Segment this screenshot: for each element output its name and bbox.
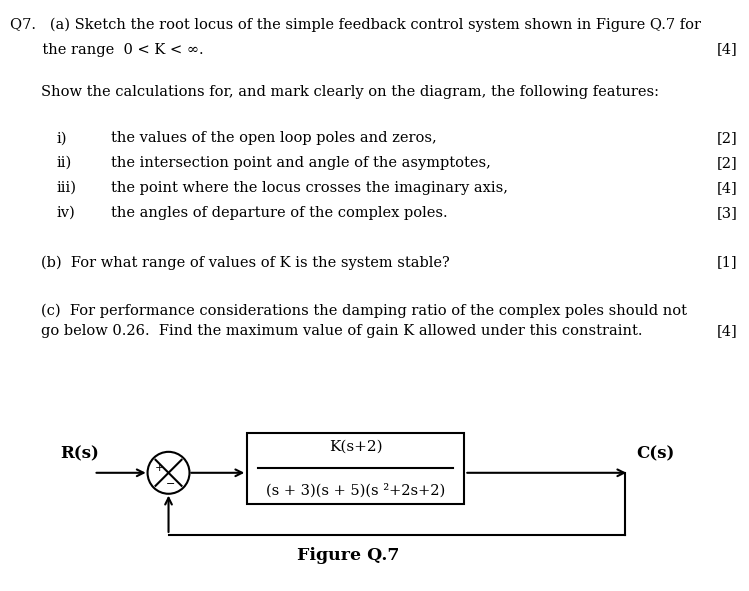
Text: +: + bbox=[154, 463, 164, 473]
Text: go below 0.26.  Find the maximum value of gain K allowed under this constraint.: go below 0.26. Find the maximum value of… bbox=[41, 324, 643, 338]
FancyBboxPatch shape bbox=[247, 433, 464, 504]
Text: the angles of departure of the complex poles.: the angles of departure of the complex p… bbox=[111, 206, 447, 220]
Text: [2]: [2] bbox=[717, 131, 738, 145]
Text: (s + 3)(s + 5)(s ²+2s+2): (s + 3)(s + 5)(s ²+2s+2) bbox=[266, 483, 446, 497]
Text: C(s): C(s) bbox=[637, 445, 675, 462]
Text: the intersection point and angle of the asymptotes,: the intersection point and angle of the … bbox=[111, 156, 491, 170]
Text: R(s): R(s) bbox=[60, 445, 99, 462]
Text: iii): iii) bbox=[56, 181, 76, 195]
Text: Q7.   (a) Sketch the root locus of the simple feedback control system shown in F: Q7. (a) Sketch the root locus of the sim… bbox=[10, 18, 701, 32]
Text: i): i) bbox=[56, 131, 67, 145]
Text: Figure Q.7: Figure Q.7 bbox=[297, 547, 399, 564]
Text: iv): iv) bbox=[56, 206, 75, 220]
Text: [4]: [4] bbox=[717, 43, 738, 57]
Text: −: − bbox=[166, 479, 175, 489]
Text: [3]: [3] bbox=[717, 206, 738, 220]
Text: the range  0 < K < ∞.: the range 0 < K < ∞. bbox=[10, 43, 204, 57]
Text: the values of the open loop poles and zeros,: the values of the open loop poles and ze… bbox=[111, 131, 437, 145]
Text: Show the calculations for, and mark clearly on the diagram, the following featur: Show the calculations for, and mark clea… bbox=[41, 85, 659, 99]
Text: [4]: [4] bbox=[717, 181, 738, 195]
Text: the point where the locus crosses the imaginary axis,: the point where the locus crosses the im… bbox=[111, 181, 508, 195]
Text: K(s+2): K(s+2) bbox=[329, 439, 383, 453]
Text: (b)  For what range of values of K is the system stable?: (b) For what range of values of K is the… bbox=[41, 255, 450, 269]
Text: [4]: [4] bbox=[717, 324, 738, 338]
Text: [1]: [1] bbox=[717, 255, 738, 269]
Text: [2]: [2] bbox=[717, 156, 738, 170]
Text: ii): ii) bbox=[56, 156, 71, 170]
Text: (c)  For performance considerations the damping ratio of the complex poles shoul: (c) For performance considerations the d… bbox=[41, 303, 687, 317]
